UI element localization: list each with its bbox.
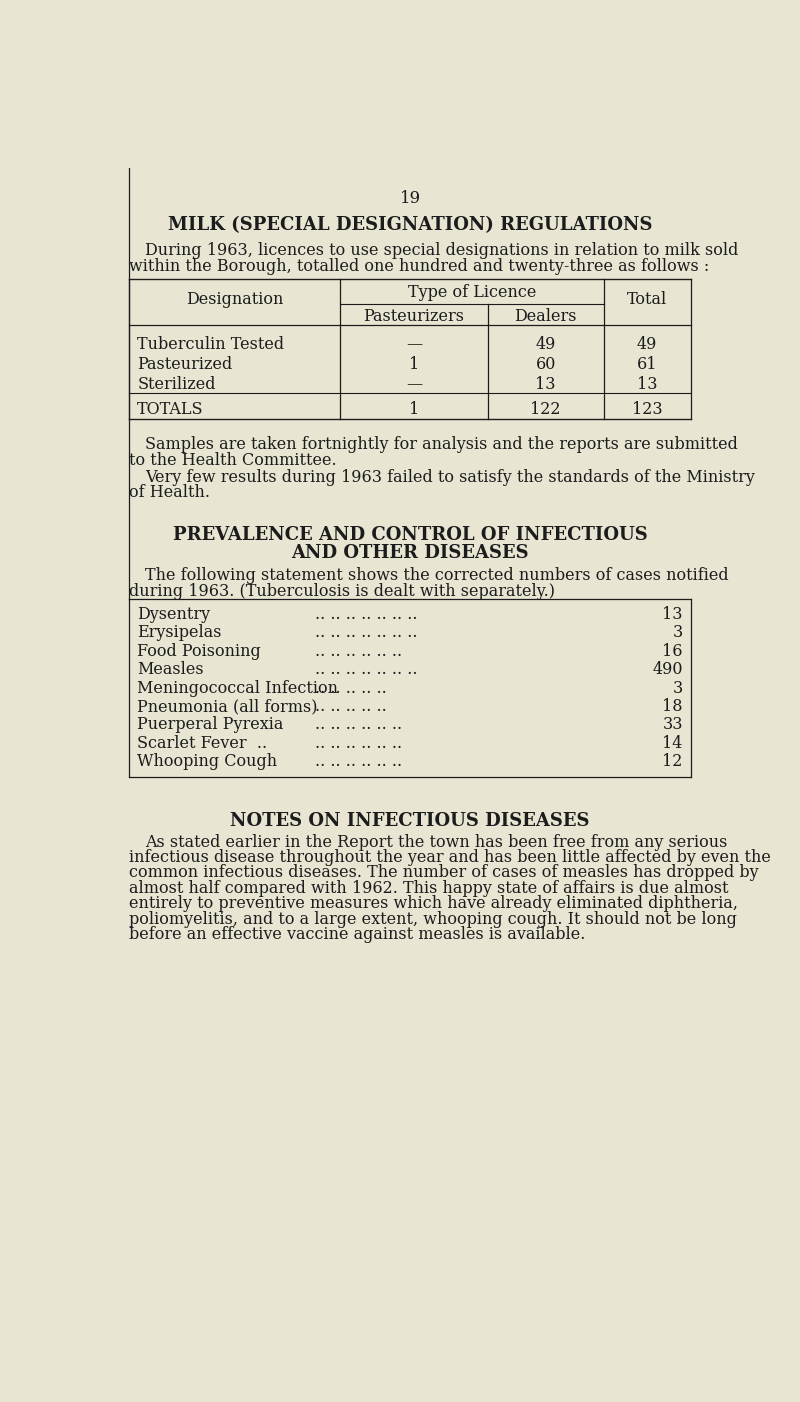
Text: The following statement shows the corrected numbers of cases notified: The following statement shows the correc… [145,566,729,585]
Text: —: — [406,336,422,353]
Text: 19: 19 [399,189,421,207]
Text: .. .. .. .. .. .. ..: .. .. .. .. .. .. .. [315,606,418,622]
Text: .. .. .. .. .. ..: .. .. .. .. .. .. [315,716,402,733]
Text: Tuberculin Tested: Tuberculin Tested [138,336,284,353]
Text: .. .. .. .. ..: .. .. .. .. .. [315,698,387,715]
Text: 1: 1 [409,401,419,418]
Text: 61: 61 [637,356,658,373]
Text: 49: 49 [637,336,658,353]
Text: AND OTHER DISEASES: AND OTHER DISEASES [291,544,529,562]
Text: Sterilized: Sterilized [138,376,216,393]
Text: 12: 12 [662,753,683,771]
Text: during 1963. (Tuberculosis is dealt with separately.): during 1963. (Tuberculosis is dealt with… [130,582,555,600]
Text: During 1963, licences to use special designations in relation to milk sold: During 1963, licences to use special des… [145,243,738,259]
Text: Meningococcal Infection: Meningococcal Infection [138,680,338,697]
Text: Pneumonia (all forms): Pneumonia (all forms) [138,698,318,715]
Text: Scarlet Fever  ..: Scarlet Fever .. [138,735,267,751]
Text: within the Borough, totalled one hundred and twenty-three as follows :: within the Borough, totalled one hundred… [130,258,710,275]
Text: Pasteurized: Pasteurized [138,356,233,373]
Text: Whooping Cough: Whooping Cough [138,753,278,771]
Text: Puerperal Pyrexia: Puerperal Pyrexia [138,716,283,733]
Text: 3: 3 [673,624,683,641]
Text: Designation: Designation [186,292,283,308]
Text: .. .. .. .. .. .. ..: .. .. .. .. .. .. .. [315,660,418,679]
Text: before an effective vaccine against measles is available.: before an effective vaccine against meas… [130,925,586,944]
Text: NOTES ON INFECTIOUS DISEASES: NOTES ON INFECTIOUS DISEASES [230,812,590,830]
Text: 60: 60 [535,356,556,373]
Text: .. .. .. .. .. ..: .. .. .. .. .. .. [315,735,402,751]
Text: Measles: Measles [138,660,204,679]
Text: of Health.: of Health. [130,484,210,501]
Text: 49: 49 [535,336,556,353]
Text: 33: 33 [662,716,683,733]
Text: .. .. .. .. .. ..: .. .. .. .. .. .. [315,753,402,771]
Text: .. .. .. .. .. ..: .. .. .. .. .. .. [315,642,402,659]
Text: 3: 3 [673,680,683,697]
Text: Type of Licence: Type of Licence [408,283,536,301]
Text: 1: 1 [409,356,419,373]
Text: —: — [406,376,422,393]
Text: 13: 13 [637,376,658,393]
Text: Dysentry: Dysentry [138,606,210,622]
Text: As stated earlier in the Report the town has been free from any serious: As stated earlier in the Report the town… [145,834,727,851]
Text: 13: 13 [535,376,556,393]
Text: Erysipelas: Erysipelas [138,624,222,641]
Text: .. .. .. .. .. .. ..: .. .. .. .. .. .. .. [315,624,418,641]
Text: almost half compared with 1962. This happy state of affairs is due almost: almost half compared with 1962. This hap… [130,879,729,897]
Text: infectious disease throughout the year and has been little affected by even the: infectious disease throughout the year a… [130,850,771,866]
Text: 490: 490 [652,660,683,679]
Text: .. .. .. .. ..: .. .. .. .. .. [315,680,387,697]
Text: entirely to preventive measures which have already eliminated diphtheria,: entirely to preventive measures which ha… [130,894,738,913]
Text: Total: Total [627,292,667,308]
Text: Food Poisoning: Food Poisoning [138,642,261,659]
Text: 122: 122 [530,401,561,418]
Text: Dealers: Dealers [514,308,577,325]
Text: common infectious diseases. The number of cases of measles has dropped by: common infectious diseases. The number o… [130,864,759,882]
Text: to the Health Committee.: to the Health Committee. [130,451,337,468]
Text: 123: 123 [632,401,662,418]
Text: 14: 14 [662,735,683,751]
Text: 18: 18 [662,698,683,715]
Text: MILK (SPECIAL DESIGNATION) REGULATIONS: MILK (SPECIAL DESIGNATION) REGULATIONS [168,216,652,234]
Text: Samples are taken fortnightly for analysis and the reports are submitted: Samples are taken fortnightly for analys… [145,436,738,453]
Text: Pasteurizers: Pasteurizers [363,308,464,325]
Text: 13: 13 [662,606,683,622]
Text: 16: 16 [662,642,683,659]
Text: TOTALS: TOTALS [138,401,204,418]
Text: PREVALENCE AND CONTROL OF INFECTIOUS: PREVALENCE AND CONTROL OF INFECTIOUS [173,526,647,544]
Text: Very few results during 1963 failed to satisfy the standards of the Ministry: Very few results during 1963 failed to s… [145,468,755,485]
Text: poliomyelitis, and to a large extent, whooping cough. It should not be long: poliomyelitis, and to a large extent, wh… [130,910,738,928]
